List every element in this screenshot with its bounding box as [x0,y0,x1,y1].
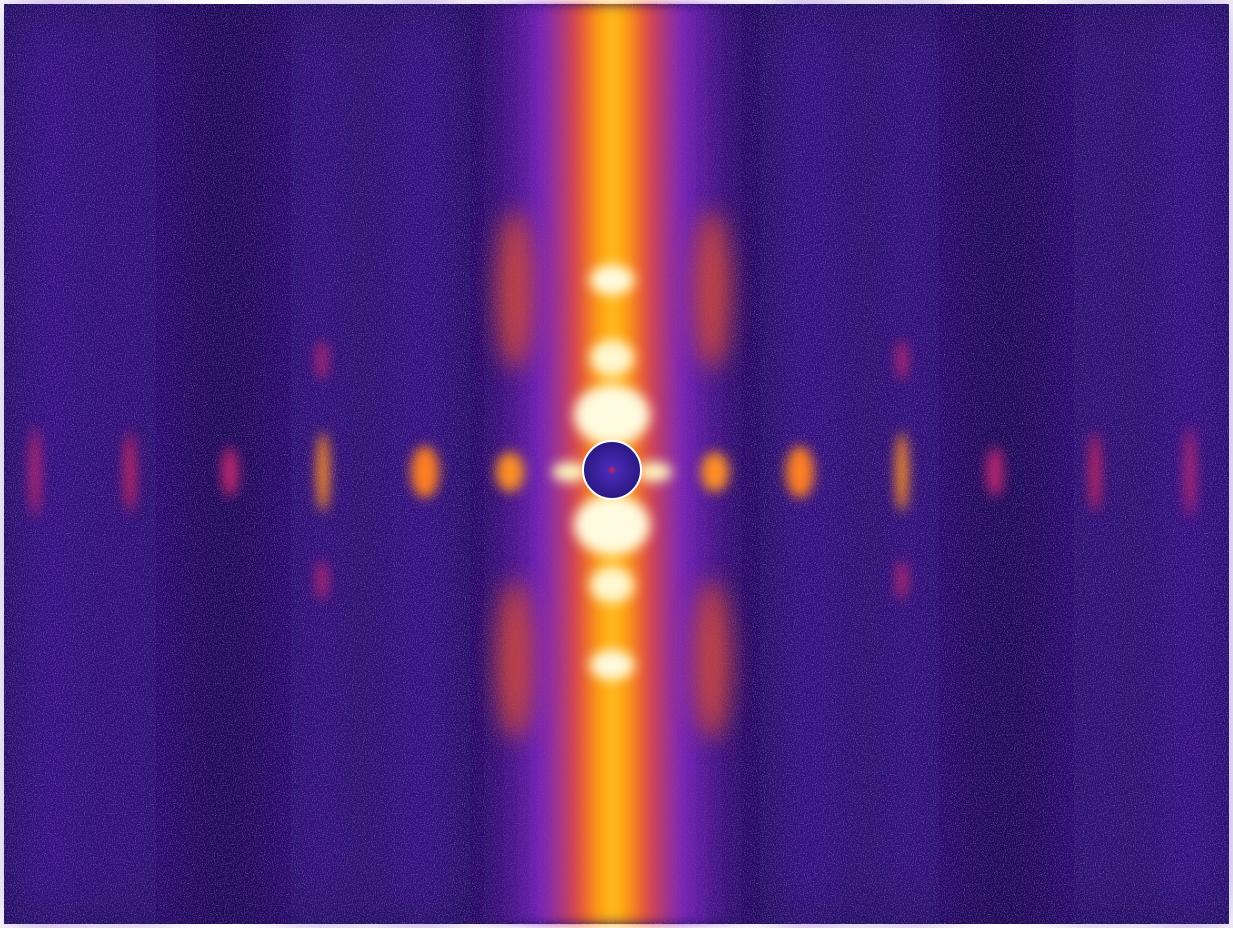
meridional-reflections [552,265,672,680]
off-meridian [497,210,730,740]
equatorial-reflections [30,340,1195,600]
beamstop [582,440,642,500]
